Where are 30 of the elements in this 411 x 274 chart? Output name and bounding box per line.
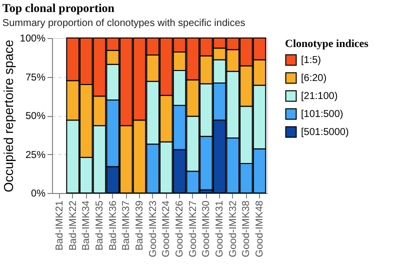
- x-tick-label: Good-IMK31: [214, 200, 226, 258]
- chart-title: Top clonal proportion: [2, 1, 115, 15]
- x-tick-label: Good-IMK32: [228, 200, 239, 258]
- y-axis-title: Occupied repertoire space: [0, 40, 16, 192]
- y-tick-label: 25%: [25, 150, 46, 161]
- x-tick-label: Bad-IMK34: [81, 200, 92, 251]
- y-tick-label: 0%: [31, 188, 46, 200]
- y-tick-label: 100%: [20, 34, 46, 44]
- legend-label: [21:100): [301, 91, 338, 102]
- x-tick-label: Good-IMK24: [161, 200, 172, 258]
- x-tick-label: Bad-IMK36: [108, 200, 119, 251]
- legend-label: [101:500): [301, 109, 344, 120]
- legend-label: [1:5): [301, 55, 322, 66]
- y-tick-label: 50%: [25, 111, 46, 122]
- y-tick-label: 75%: [25, 72, 46, 84]
- x-tick-label: Bad-IMK21: [54, 200, 66, 251]
- legend-label: [6:20): [301, 73, 327, 84]
- chart-subtitle: Summary proportion of clonotypes with specific indices: [2, 18, 246, 29]
- legend-title: Clonotype indices: [285, 38, 370, 50]
- x-tick-label: Bad-IMK39: [134, 200, 146, 251]
- legend-label: [501:5000): [301, 127, 349, 138]
- x-tick-label: Good-IMK23: [148, 200, 159, 258]
- x-tick-label: Bad-IMK22: [68, 200, 79, 251]
- x-tick-label: Good-IMK26: [174, 200, 186, 258]
- x-tick-label: Good-IMK48: [254, 200, 266, 258]
- x-tick-label: Bad-IMK37: [121, 200, 132, 251]
- x-tick-label: Good-IMK38: [241, 200, 252, 258]
- x-tick-label: Bad-IMK35: [94, 200, 106, 251]
- x-tick-label: Good-IMK27: [188, 200, 199, 258]
- x-tick-label: Good-IMK30: [201, 200, 212, 258]
